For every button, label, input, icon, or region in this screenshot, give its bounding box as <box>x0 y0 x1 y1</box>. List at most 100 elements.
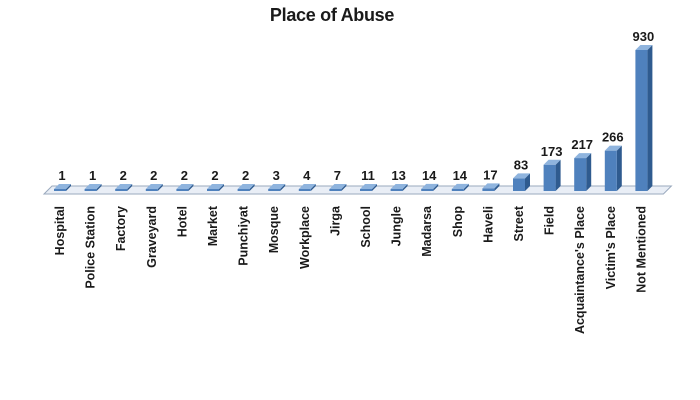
category-label: Mosque <box>267 206 281 253</box>
bar-top <box>543 159 561 165</box>
bar <box>635 45 653 191</box>
category-label: School <box>359 206 373 248</box>
bar-front <box>237 189 250 191</box>
bar-side <box>280 184 286 191</box>
bar <box>421 183 439 191</box>
bar-value-label: 930 <box>633 29 655 44</box>
bar-front <box>329 189 342 191</box>
category-label: Victim's Place <box>604 206 618 289</box>
bar-value-label: 173 <box>541 144 563 159</box>
bar <box>451 183 469 191</box>
bar <box>84 184 102 191</box>
bar <box>604 145 622 191</box>
category-label: Market <box>206 205 220 246</box>
bar-top <box>360 184 377 189</box>
category-label: Not Mentioned <box>634 206 648 293</box>
bar-value-label: 11 <box>361 168 375 183</box>
category-label: Acquaintance's Place <box>573 206 587 334</box>
bar-top <box>513 173 530 179</box>
bar-top <box>207 184 224 189</box>
bar-top <box>298 184 316 189</box>
bar-front <box>115 189 128 191</box>
bar-front <box>268 189 281 191</box>
bar-side <box>219 184 224 191</box>
bar <box>207 184 224 191</box>
bar-front <box>176 189 189 191</box>
bar-value-label: 13 <box>391 168 405 183</box>
bar-side <box>96 184 102 191</box>
category-label: Jungle <box>390 206 404 246</box>
bar-side <box>433 183 439 191</box>
bar-side <box>525 173 530 191</box>
category-label: Factory <box>114 206 128 251</box>
bar-value-label: 2 <box>242 168 249 183</box>
bar <box>145 184 163 191</box>
bar <box>360 184 377 191</box>
bar-side <box>157 184 163 191</box>
bar-front <box>84 189 97 191</box>
bar-side <box>402 184 408 191</box>
category-label: Hospital <box>53 206 67 255</box>
category-label: Field <box>543 206 557 235</box>
category-label: Shop <box>451 206 465 238</box>
bar <box>115 184 133 191</box>
bar <box>543 159 561 191</box>
bar-front <box>513 178 525 191</box>
bar-top <box>268 184 286 189</box>
bar <box>298 184 316 191</box>
bar-side <box>66 184 71 191</box>
bar-top <box>635 45 653 50</box>
bar-value-label: 217 <box>571 137 593 152</box>
bar-side <box>249 184 255 191</box>
bar-side <box>647 45 653 191</box>
category-label: Jirga <box>328 205 342 236</box>
bar-top <box>421 183 439 189</box>
category-label: Punchiyat <box>237 205 251 266</box>
bar-side <box>586 153 592 191</box>
bar-side <box>310 184 316 191</box>
category-label: Graveyard <box>145 206 159 268</box>
bar-top <box>451 183 469 189</box>
bar-top <box>84 184 102 189</box>
bar-front <box>360 189 372 191</box>
bar-side <box>372 184 377 191</box>
bar-top <box>145 184 163 189</box>
bar-front <box>298 189 311 191</box>
bar <box>237 184 255 191</box>
bar-side <box>341 184 347 191</box>
bar-front <box>635 50 648 191</box>
category-label: Madarsa <box>420 205 434 257</box>
bar-top <box>329 184 347 189</box>
bar-front <box>604 150 617 191</box>
bar-value-label: 1 <box>58 168 65 183</box>
bar-value-label: 1 <box>89 168 96 183</box>
bar-top <box>482 183 500 189</box>
bar <box>54 184 71 191</box>
bar-front <box>390 189 403 191</box>
bar-side <box>127 184 133 191</box>
bar-value-label: 4 <box>303 168 311 183</box>
bar <box>482 183 500 191</box>
bar-top <box>390 184 408 189</box>
bar-value-label: 14 <box>422 168 437 183</box>
bar-value-label: 17 <box>483 167 497 182</box>
bar-value-label: 2 <box>181 168 188 183</box>
bar-value-label: 14 <box>453 168 468 183</box>
bar <box>574 153 592 191</box>
bar-value-label: 266 <box>602 130 624 145</box>
chart-title: Place of Abuse <box>269 5 395 25</box>
bar-front <box>421 188 434 191</box>
bar-side <box>555 159 561 191</box>
bar-top <box>54 184 71 189</box>
bar-top <box>604 145 622 151</box>
bar-value-label: 3 <box>273 168 280 183</box>
bar-top <box>115 184 133 189</box>
bar-top <box>176 184 194 189</box>
category-label: Haveli <box>481 206 495 243</box>
bar-front <box>145 189 158 191</box>
bar-value-label: 2 <box>211 168 218 183</box>
bar <box>268 184 286 191</box>
bar-value-label: 2 <box>150 168 157 183</box>
bar-side <box>463 183 469 191</box>
bar <box>390 184 408 191</box>
